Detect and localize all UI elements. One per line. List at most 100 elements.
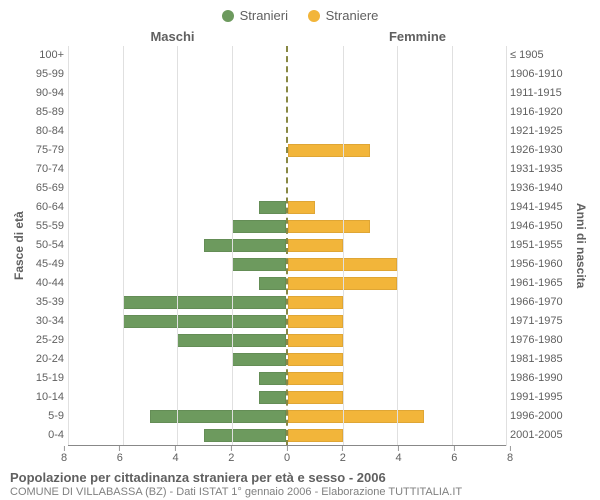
chart-area: Fasce di età 100+ 95-99 90-94 85-89 80-84 75-… (10, 46, 590, 446)
age-label: 25-29 (28, 340, 68, 341)
age-label: 95-99 (28, 74, 68, 75)
bar-female (288, 315, 343, 328)
caption: Popolazione per cittadinanza straniera p… (10, 470, 590, 500)
x-tick: 8 (61, 446, 67, 464)
grid-line (232, 46, 233, 446)
legend-item-female: Straniere (308, 8, 379, 23)
x-tick: 2 (340, 446, 346, 464)
age-label: 60-64 (28, 207, 68, 208)
bar-female (288, 201, 315, 214)
legend-label-female: Straniere (326, 8, 379, 23)
age-label: 75-79 (28, 150, 68, 151)
bar-female (288, 353, 343, 366)
bar-male (204, 239, 286, 252)
bar-male (259, 391, 286, 404)
birth-label: 1961-1965 (510, 283, 572, 284)
x-tick: 6 (117, 446, 123, 464)
age-label: 15-19 (28, 378, 68, 379)
age-labels: 100+ 95-99 90-94 85-89 80-84 75-79 70-74 65-69 6… (28, 46, 68, 446)
birth-labels: ≤ 1905 1906-1910 1911-1915 1916-1920 1921-19… (506, 46, 572, 446)
grid-line (343, 46, 344, 446)
bar-male (232, 220, 287, 233)
bar-female (288, 372, 343, 385)
bar-female (288, 410, 424, 423)
bar-male (150, 410, 286, 423)
age-label: 20-24 (28, 359, 68, 360)
age-label: 55-59 (28, 226, 68, 227)
plot (68, 46, 506, 446)
birth-label: 1991-1995 (510, 397, 572, 398)
grid-line (177, 46, 178, 446)
bar-male (259, 277, 286, 290)
x-tick: 4 (172, 446, 178, 464)
x-ticks: 02468 2468 (64, 446, 510, 464)
age-label: 30-34 (28, 321, 68, 322)
grid-line (506, 46, 507, 446)
age-label: 100+ (28, 55, 68, 56)
birth-label: 1941-1945 (510, 207, 572, 208)
birth-label: 1936-1940 (510, 188, 572, 189)
grid-line (68, 46, 69, 446)
bar-female (288, 334, 343, 347)
grid-line (397, 46, 398, 446)
age-label: 90-94 (28, 93, 68, 94)
age-label: 5-9 (28, 416, 68, 417)
legend-label-male: Stranieri (240, 8, 288, 23)
birth-label: 1981-1985 (510, 359, 572, 360)
legend-item-male: Stranieri (222, 8, 288, 23)
age-label: 40-44 (28, 283, 68, 284)
grid-line (452, 46, 453, 446)
birth-label: 1956-1960 (510, 264, 572, 265)
subtitle-female: Femmine (295, 29, 590, 44)
age-label: 10-14 (28, 397, 68, 398)
birth-label: ≤ 1905 (510, 55, 572, 56)
bar-male (123, 296, 287, 309)
caption-title: Popolazione per cittadinanza straniera p… (10, 470, 590, 486)
age-label: 70-74 (28, 169, 68, 170)
birth-label: 1916-1920 (510, 112, 572, 113)
age-label: 65-69 (28, 188, 68, 189)
legend: Stranieri Straniere (10, 8, 590, 25)
bar-female (288, 429, 343, 442)
bar-male (232, 353, 287, 366)
bar-male (259, 372, 286, 385)
birth-label: 1951-1955 (510, 245, 572, 246)
birth-label: 1911-1915 (510, 93, 572, 94)
bar-female (288, 296, 343, 309)
plot-male (68, 46, 288, 446)
birth-label: 1971-1975 (510, 321, 572, 322)
birth-label: 1966-1970 (510, 302, 572, 303)
birth-label: 1976-1980 (510, 340, 572, 341)
y-axis-label-right: Anni di nascita (572, 46, 590, 446)
legend-swatch-male (222, 10, 234, 22)
birth-label: 1921-1925 (510, 131, 572, 132)
birth-label: 1931-1935 (510, 169, 572, 170)
age-label: 80-84 (28, 131, 68, 132)
bar-male (123, 315, 287, 328)
grid-line (123, 46, 124, 446)
subtitle-male: Maschi (10, 29, 295, 44)
birth-label: 2001-2005 (510, 435, 572, 436)
birth-label: 1946-1950 (510, 226, 572, 227)
birth-label: 1906-1910 (510, 74, 572, 75)
age-label: 50-54 (28, 245, 68, 246)
caption-subtitle: COMUNE DI VILLABASSA (BZ) - Dati ISTAT 1… (10, 486, 590, 500)
birth-label: 1986-1990 (510, 378, 572, 379)
side-titles: Maschi Femmine (10, 29, 590, 44)
bar-female (288, 220, 370, 233)
x-tick: 4 (395, 446, 401, 464)
bar-male (259, 201, 286, 214)
age-label: 0-4 (28, 435, 68, 436)
bar-female (288, 144, 370, 157)
chart-container: Stranieri Straniere Maschi Femmine Fasce… (0, 0, 600, 500)
bar-female (288, 391, 343, 404)
x-tick: 8 (507, 446, 513, 464)
bar-female (288, 239, 343, 252)
x-tick: 2 (228, 446, 234, 464)
age-label: 45-49 (28, 264, 68, 265)
age-label: 85-89 (28, 112, 68, 113)
birth-label: 1996-2000 (510, 416, 572, 417)
bar-male (204, 429, 286, 442)
legend-swatch-female (308, 10, 320, 22)
y-axis-label-left: Fasce di età (10, 46, 28, 446)
